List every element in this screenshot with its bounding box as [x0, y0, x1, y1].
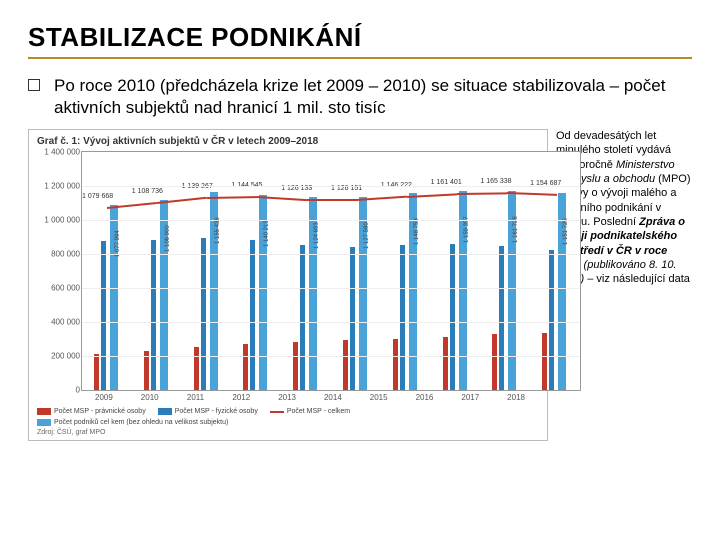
bar-value-label: 1 151 725	[563, 218, 569, 245]
total-label: 1 146 222	[381, 182, 412, 189]
bar-pravnicke	[542, 333, 547, 390]
xtick: 2018	[493, 391, 539, 402]
chart-title: Graf č. 1: Vývoj aktivních subjektů v ČR…	[37, 136, 539, 147]
xtick: 2012	[218, 391, 264, 402]
ytick: 600 000	[51, 284, 80, 293]
total-label: 1 161 401	[431, 179, 462, 186]
bar-group: 1 106 900 1 108 736	[132, 152, 182, 390]
bullet-marker	[28, 79, 40, 91]
xtick: 2009	[81, 391, 127, 402]
bar-pravnicke	[243, 344, 248, 390]
xtick: 2015	[356, 391, 402, 402]
bar-group: 1 140 2131 144 545	[231, 152, 281, 390]
chart-xaxis: 2009201020112012201320142015201620172018	[81, 391, 539, 402]
xtick: 2014	[310, 391, 356, 402]
ytick: 1 000 000	[44, 216, 80, 225]
bar-value-label: 1 127 580	[364, 222, 370, 249]
bar-fyzicke	[201, 238, 206, 390]
legend-label: Počet MSP - právnické osoby	[54, 408, 146, 415]
bar-pravnicke	[194, 347, 199, 390]
ytick: 0	[76, 386, 80, 395]
legend-item: Počet podniků cel kem (bez ohledu na vel…	[37, 419, 228, 426]
bar-group: 1 159 3571 161 401	[431, 152, 481, 390]
bar-fyzicke	[300, 245, 305, 390]
ytick: 1 200 000	[44, 182, 80, 191]
bar-group: 1 151 7251 154 687	[530, 152, 580, 390]
bar-pravnicke	[393, 339, 398, 390]
legend-swatch	[37, 419, 51, 426]
page-title: STABILIZACE PODNIKÁNÍ	[28, 22, 692, 59]
bar-pravnicke	[443, 337, 448, 390]
total-label: 1 165 338	[480, 178, 511, 185]
total-label: 1 108 736	[132, 188, 163, 195]
legend-item: Počet MSP - fyzické osoby	[158, 408, 258, 415]
xtick: 2013	[264, 391, 310, 402]
bar-fyzicke	[250, 240, 255, 390]
ytick: 400 000	[51, 318, 80, 327]
xtick: 2010	[127, 391, 173, 402]
bar-value-label: 1 155 436	[215, 217, 221, 244]
bar-pravnicke	[293, 342, 298, 390]
bar-value-label: 1 148 753	[414, 219, 420, 246]
xtick: 2017	[447, 391, 493, 402]
bar-pravnicke	[492, 334, 497, 390]
total-label: 1 079 668	[82, 193, 113, 200]
xtick: 2011	[173, 391, 219, 402]
ytick: 1 400 000	[44, 148, 80, 157]
bar-group: 1 124 6931 126 133	[281, 152, 331, 390]
bar-fyzicke	[151, 240, 156, 391]
bar-value-label: 1 140 213	[264, 220, 270, 247]
bar-group: 1 127 5801 126 151	[331, 152, 381, 390]
bar-group: 1 155 4361 139 267	[182, 152, 232, 390]
legend-label: Počet podniků cel kem (bez ohledu na vel…	[54, 419, 228, 426]
line-celkem	[307, 199, 357, 201]
ytick: 800 000	[51, 250, 80, 259]
legend-swatch	[270, 411, 284, 413]
bar-fyzicke	[350, 247, 355, 390]
bar-fyzicke	[499, 246, 504, 390]
side-p1f: – viz následující data	[584, 273, 690, 285]
chart-plot: 0200 000400 000600 000800 0001 000 0001 …	[81, 151, 581, 391]
bar-fyzicke	[101, 241, 106, 390]
xtick: 2016	[402, 391, 448, 402]
bar-value-label: 1 106 900	[165, 226, 171, 253]
intro-text: Po roce 2010 (předcházela krize let 2009…	[54, 75, 692, 119]
bar-pravnicke	[343, 340, 348, 390]
bar-pravnicke	[94, 354, 99, 390]
ytick: 200 000	[51, 352, 80, 361]
bar-group: 1 077 9941 079 668	[82, 152, 132, 390]
legend-item: Počet MSP - celkem	[270, 408, 350, 415]
legend-item: Počet MSP - právnické osoby	[37, 408, 146, 415]
bar-group: 1 161 7251 165 338	[480, 152, 530, 390]
bar-fyzicke	[450, 244, 455, 390]
legend-swatch	[37, 408, 51, 415]
bar-fyzicke	[400, 245, 405, 390]
legend-label: Počet MSP - fyzické osoby	[175, 408, 258, 415]
chart-container: Graf č. 1: Vývoj aktivních subjektů v ČR…	[28, 129, 548, 441]
legend-label: Počet MSP - celkem	[287, 408, 350, 415]
bar-value-label: 1 124 693	[314, 223, 320, 250]
chart-source: Zdroj: ČSÚ, graf MPO	[37, 429, 539, 436]
legend-swatch	[158, 408, 172, 415]
bar-fyzicke	[549, 250, 554, 391]
intro-row: Po roce 2010 (předcházela krize let 2009…	[28, 75, 692, 119]
bar-group: 1 148 753 1 146 222	[381, 152, 431, 390]
chart-legend: Počet MSP - právnické osoby Počet MSP - f…	[37, 408, 539, 426]
